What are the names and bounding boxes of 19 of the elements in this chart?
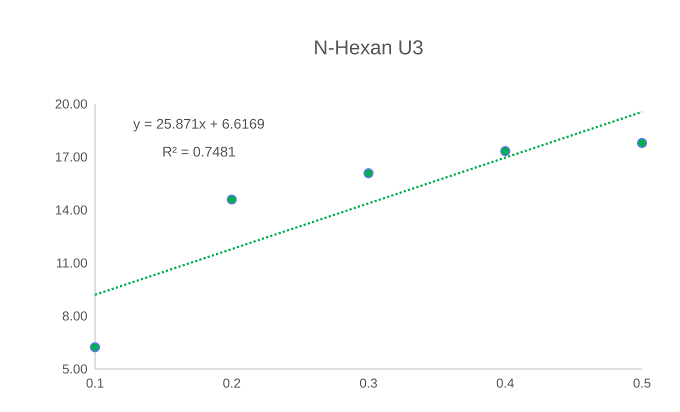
y-tick-label: 17.00 [56, 152, 87, 162]
x-tick-label: 0.4 [496, 378, 514, 388]
x-tick-label: 0.2 [223, 378, 240, 388]
y-tick-label: 8.00 [62, 311, 87, 321]
point [500, 146, 510, 156]
x-tick-label: 0.5 [633, 378, 650, 388]
chart-title: N-Hexan U3 [315, 40, 423, 54]
point [363, 168, 374, 178]
point [90, 342, 100, 352]
x-tick-label: 0.3 [360, 378, 377, 388]
y-tick-label: 11.00 [56, 258, 87, 268]
annotation: R² = 0.7481 [163, 146, 236, 157]
point [636, 138, 648, 148]
y-tick-label: 5.00 [62, 364, 87, 374]
point [226, 194, 237, 205]
y-tick-label: 14.00 [56, 205, 87, 215]
x-tick-label: 0.1 [86, 378, 104, 388]
y-tick-label: 20.00 [56, 99, 87, 109]
annotation: y = 25.871x + 6.6169 [133, 118, 264, 132]
